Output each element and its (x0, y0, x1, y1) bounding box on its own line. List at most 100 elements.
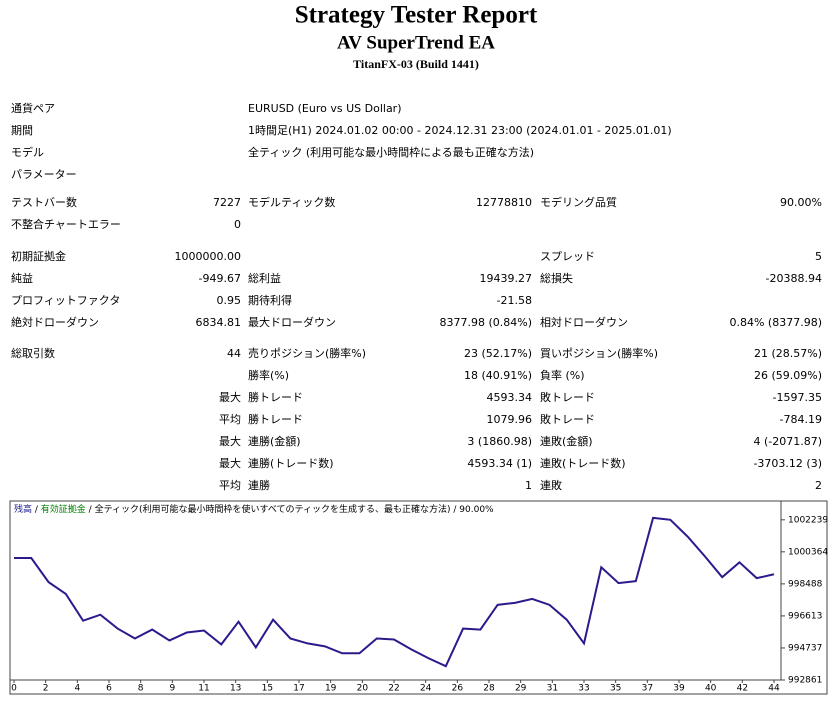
x-tick-label: 44 (768, 684, 780, 694)
stat-label: 総取引数 (11, 346, 55, 360)
x-tick-label: 42 (737, 684, 748, 694)
stat-label: 勝トレード (248, 390, 303, 404)
stat-value: 19439.27 (480, 272, 533, 285)
stat-value: 21 (28.57%) (754, 347, 822, 360)
stat-label: テストバー数 (11, 196, 77, 209)
stat-value: 23 (52.17%) (464, 347, 532, 360)
stat-value: 8377.98 (0.84%) (439, 316, 532, 329)
legend: 残高 / 有効証拠金 / 全ティック(利用可能な最小時間枠を使いすべてのティック… (14, 503, 494, 515)
stat-value: 0.95 (217, 294, 242, 307)
x-tick-label: 0 (11, 684, 17, 694)
stat-label: モデルティック数 (248, 195, 335, 209)
stat-label: 連敗 (540, 478, 562, 492)
stat-label: 売りポジション(勝率%) (248, 346, 366, 360)
stat-label: 不整合チャートエラー (11, 217, 121, 231)
legend-item: 全ティック(利用可能な最小時間枠を使いすべてのティックを生成する、最も正確な方法… (95, 503, 451, 515)
x-tick-label: 39 (673, 684, 685, 694)
x-tick-label: 33 (578, 684, 589, 694)
x-tick-label: 24 (420, 684, 432, 694)
stat-value: 4 (-2071.87) (753, 435, 822, 448)
stat-label: 買いポジション(勝率%) (540, 346, 658, 360)
stat-label: 負率 (%) (540, 368, 585, 382)
x-tick-label: 35 (610, 684, 621, 694)
x-tick-label: 40 (705, 684, 717, 694)
stat-value: 4593.34 (1) (467, 457, 532, 470)
stat-value: -3703.12 (3) (753, 457, 822, 470)
stat-label: 連敗(トレード数) (540, 456, 626, 470)
y-tick-label: 998488 (788, 579, 823, 589)
x-tick-label: 26 (452, 684, 464, 694)
stat-label: スプレッド (540, 250, 595, 263)
legend-separator: / (451, 505, 460, 515)
x-tick-label: 11 (198, 684, 209, 694)
stat-value: 26 (59.09%) (754, 369, 822, 382)
stat-value: 12778810 (476, 196, 532, 209)
stat-value: 0 (234, 218, 241, 231)
x-tick-label: 19 (325, 684, 337, 694)
stat-value: 1079.96 (487, 413, 533, 426)
x-tick-label: 13 (230, 684, 241, 694)
stat-value: 最大 (219, 390, 241, 404)
stat-label: 純益 (11, 271, 33, 285)
stat-value: 1000000.00 (175, 250, 241, 263)
stat-value: 44 (227, 347, 241, 360)
stat-label: 最大ドローダウン (248, 315, 336, 329)
chart-frame (9, 500, 828, 695)
balance-line (14, 516, 775, 668)
x-tick-label: 28 (483, 684, 495, 694)
legend-item: 残高 (14, 503, 32, 515)
stat-label: 絶対ドローダウン (11, 315, 99, 329)
info-label: 期間 (11, 124, 33, 137)
stat-value: 6834.81 (196, 316, 242, 329)
info-label: 通貨ペア (11, 101, 55, 115)
x-tick-label: 9 (169, 684, 175, 694)
stat-label: 敗トレード (540, 412, 595, 426)
y-tick-label: 996613 (788, 611, 822, 621)
x-tick-label: 2 (43, 684, 49, 694)
y-tick-label: 1002239 (788, 515, 828, 525)
stat-label: 連敗(金額) (540, 434, 593, 448)
stat-label: 敗トレード (540, 390, 595, 404)
stat-label: 連勝 (248, 478, 270, 492)
info-label: モデル (11, 145, 44, 159)
info-value: 1時間足(H1) 2024.01.02 00:00 - 2024.12.31 2… (248, 124, 672, 137)
stat-label: 総損失 (540, 271, 573, 285)
stat-value: 3 (1860.98) (467, 435, 532, 448)
info-label: パラメーター (11, 168, 77, 181)
stat-value: 2 (815, 479, 822, 492)
stat-value: 平均 (219, 413, 241, 426)
legend-item: 90.00% (459, 505, 494, 515)
stat-value: 1 (525, 479, 532, 492)
stat-value: 0.84% (8377.98) (729, 316, 822, 329)
x-tick-label: 29 (515, 684, 527, 694)
stat-label: プロフィットファクタ (11, 294, 120, 307)
x-tick-label: 20 (357, 684, 369, 694)
info-value: 全ティック (利用可能な最小時間枠による最も正確な方法) (248, 145, 534, 159)
x-tick-label: 37 (642, 684, 653, 694)
stat-label: 勝トレード (248, 412, 303, 426)
stat-label: 勝率(%) (248, 368, 289, 382)
x-tick-label: 17 (293, 684, 304, 694)
x-tick-label: 4 (74, 684, 80, 694)
stat-label: モデリング品質 (540, 195, 617, 209)
legend-separator: / (32, 505, 41, 515)
x-tick-label: 31 (547, 684, 558, 694)
legend-separator: / (86, 505, 95, 515)
stat-value: 5 (815, 250, 822, 263)
legend-item: 有効証拠金 (41, 503, 86, 515)
title: Strategy Tester Report (295, 2, 538, 29)
y-tick-label: 1000364 (788, 547, 828, 557)
server: TitanFX-03 (Build 1441) (353, 57, 479, 71)
stat-value: -21.58 (497, 294, 532, 307)
stat-label: 総利益 (248, 271, 281, 285)
stat-label: 期待利得 (248, 293, 292, 307)
stat-value: 7227 (213, 196, 241, 209)
x-tick-label: 22 (388, 684, 399, 694)
stat-value: 4593.34 (487, 391, 533, 404)
stat-label: 初期証拠金 (11, 249, 66, 263)
stat-value: 18 (40.91%) (464, 369, 532, 382)
stat-value: -1597.35 (773, 391, 822, 404)
x-tick-label: 8 (138, 684, 144, 694)
x-tick-label: 6 (106, 684, 112, 694)
stat-label: 連勝(金額) (248, 434, 301, 448)
